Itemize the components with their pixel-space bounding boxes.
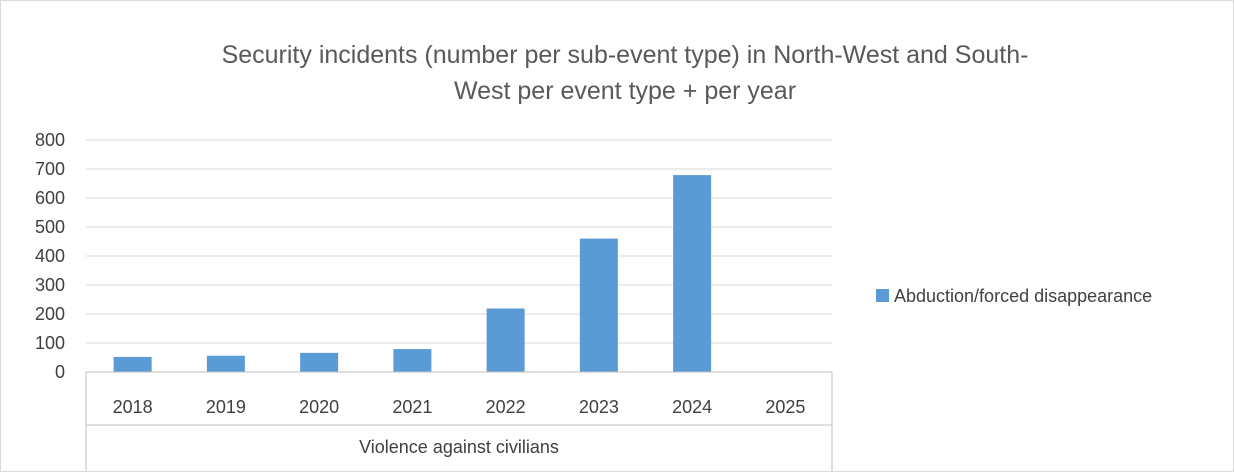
x-axis: [85, 371, 833, 471]
bar-2018: [113, 356, 152, 372]
chart-title-line-1: Security incidents (number per sub-event…: [222, 41, 1029, 69]
x-group-label: Violence against civilians: [359, 437, 559, 457]
x-tick-label: 2021: [392, 397, 432, 417]
y-tick-label: 500: [35, 217, 65, 237]
bar-2022: [486, 308, 525, 372]
chart-title: Security incidents (number per sub-event…: [222, 41, 1029, 105]
x-tick-label: 2023: [579, 397, 619, 417]
chart-title-line-2: West per event type + per year: [454, 77, 796, 105]
y-tick-label: 800: [35, 130, 65, 150]
y-tick-label: 600: [35, 188, 65, 208]
bars: [113, 175, 712, 372]
legend-label-abduction: Abduction/forced disappearance: [894, 286, 1152, 306]
y-tick-label: 700: [35, 159, 65, 179]
x-tick-label: 2024: [672, 397, 712, 417]
x-tick-label: 2019: [206, 397, 246, 417]
x-tick-label: 2025: [765, 397, 805, 417]
x-tick-label: 2022: [486, 397, 526, 417]
bar-2023: [579, 238, 618, 372]
y-tick-label: 100: [35, 333, 65, 353]
bar-2019: [206, 355, 245, 372]
gridlines: [86, 139, 832, 344]
y-tick-label: 200: [35, 304, 65, 324]
bar-2021: [393, 349, 432, 372]
y-axis-labels: 0 100 200 300 400 500 600 700 800: [35, 130, 65, 382]
y-tick-label: 400: [35, 246, 65, 266]
y-tick-label: 0: [55, 362, 65, 382]
legend: Abduction/forced disappearance: [876, 286, 1152, 306]
legend-swatch: [876, 289, 889, 302]
x-axis-labels: 2018 2019 2020 2021 2022 2023 2024 2025: [113, 397, 806, 417]
y-tick-label: 300: [35, 275, 65, 295]
x-tick-label: 2018: [113, 397, 153, 417]
bar-2024: [673, 175, 712, 372]
x-tick-label: 2020: [299, 397, 339, 417]
bar-2020: [300, 352, 339, 372]
